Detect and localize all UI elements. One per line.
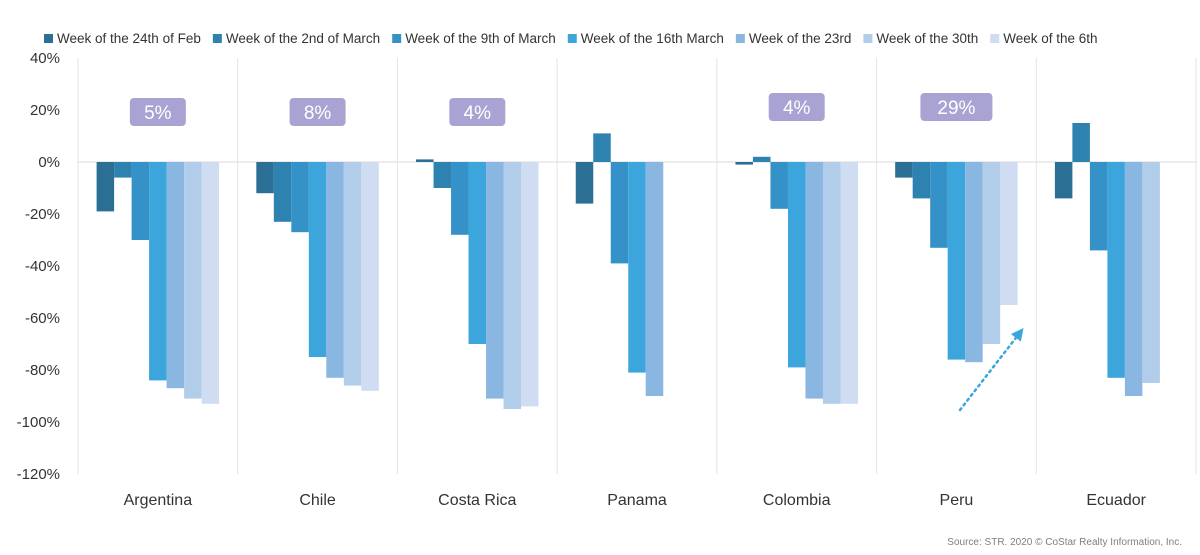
- annotation-badge: [768, 93, 825, 121]
- bar: [575, 162, 594, 204]
- bar: [1089, 162, 1108, 251]
- bar: [521, 162, 539, 407]
- bar: [184, 162, 202, 399]
- bar: [610, 162, 629, 264]
- bar: [1107, 162, 1125, 378]
- bar: [201, 162, 220, 404]
- bar: [947, 162, 966, 360]
- annotation-badge: [289, 98, 346, 126]
- legend-swatch: [392, 34, 402, 43]
- legend-entry: Week of the 23rd: [749, 31, 852, 46]
- annotation-label: 8%: [304, 103, 332, 124]
- bar: [149, 162, 167, 381]
- legend-swatch: [44, 34, 53, 43]
- bar: [131, 162, 150, 240]
- bar: [840, 162, 858, 404]
- bar: [1124, 162, 1143, 396]
- y-tick-label: -120%: [17, 466, 60, 483]
- bar: [273, 162, 292, 222]
- bar: [895, 162, 913, 178]
- legend-entry: Week of the 2nd of March: [226, 31, 380, 46]
- y-tick-label: 20%: [30, 102, 60, 119]
- bar: [593, 133, 611, 162]
- category-label: Panama: [607, 492, 667, 509]
- annotation-label: 4%: [464, 103, 492, 124]
- y-tick-label: 0%: [38, 154, 60, 171]
- bar: [468, 162, 487, 344]
- annotation-label: 4%: [783, 98, 811, 119]
- bar: [308, 162, 327, 357]
- legend-swatch: [212, 34, 222, 43]
- bars: [96, 123, 1160, 409]
- bar: [982, 162, 1001, 344]
- bar: [752, 156, 771, 162]
- category-label: Peru: [940, 492, 974, 509]
- bar: [433, 162, 452, 188]
- bar: [912, 162, 931, 199]
- bar: [166, 162, 185, 389]
- source-note: Source: STR. 2020 © CoStar Realty Inform…: [947, 537, 1182, 548]
- bar: [343, 162, 362, 386]
- y-tick-label: -100%: [17, 414, 60, 431]
- legend-swatch: [863, 34, 873, 43]
- annotation-badge: [129, 98, 186, 126]
- trend-arrow: [958, 328, 1024, 412]
- legend-swatch: [990, 34, 1000, 43]
- bar: [1142, 162, 1160, 383]
- legend-swatch: [735, 34, 745, 43]
- category-label: Ecuador: [1086, 492, 1146, 509]
- y-tick-label: 40%: [30, 50, 60, 67]
- bar: [965, 162, 983, 363]
- legend-entry: Week of the 30th: [876, 31, 978, 46]
- bar: [645, 162, 664, 396]
- bar: [1000, 162, 1018, 305]
- bar: [291, 162, 309, 233]
- legend-entry: Week of the 16th March: [581, 31, 724, 46]
- annotation-label: 29%: [937, 98, 975, 119]
- bar: [326, 162, 344, 378]
- bar: [787, 162, 806, 368]
- category-separators: [77, 58, 1197, 474]
- y-tick-label: -20%: [25, 206, 60, 223]
- bar: [930, 162, 948, 248]
- annotation-badge: [449, 98, 506, 126]
- bar: [770, 162, 788, 209]
- annotation-badge: [920, 93, 993, 121]
- bar: [628, 162, 646, 373]
- bar: [256, 162, 274, 194]
- annotation-badges: 5% 8% 4% 4% 29%: [129, 93, 993, 126]
- y-tick-label: -80%: [25, 362, 60, 379]
- annotation-label: 5%: [144, 103, 172, 124]
- bar: [416, 159, 434, 162]
- y-tick-label: -40%: [25, 258, 60, 275]
- category-label: Costa Rica: [438, 492, 516, 509]
- legend-entry: Week of the 24th of Feb: [57, 31, 201, 46]
- bar: [735, 162, 753, 165]
- legend: Week of the 24th of Feb Week of the 2nd o…: [44, 31, 1098, 46]
- bar: [96, 162, 115, 212]
- bar: [361, 162, 379, 391]
- category-label: Colombia: [763, 492, 831, 509]
- legend-entry: Week of the 9th of March: [405, 31, 556, 46]
- x-axis: Argentina Chile Costa Rica Panama Colombia Pe…: [124, 492, 1147, 509]
- bar: [451, 162, 469, 235]
- legend-entry: Week of the 6th: [1003, 31, 1097, 46]
- bar: [1072, 123, 1090, 162]
- legend-swatch: [567, 34, 577, 43]
- bar: [486, 162, 504, 399]
- y-tick-label: -60%: [25, 310, 60, 327]
- bar: [1054, 162, 1073, 199]
- category-label: Argentina: [124, 492, 193, 509]
- bar: [503, 162, 522, 409]
- bar: [805, 162, 823, 399]
- bar: [822, 162, 841, 404]
- category-label: Chile: [299, 492, 336, 509]
- bar: [114, 162, 132, 178]
